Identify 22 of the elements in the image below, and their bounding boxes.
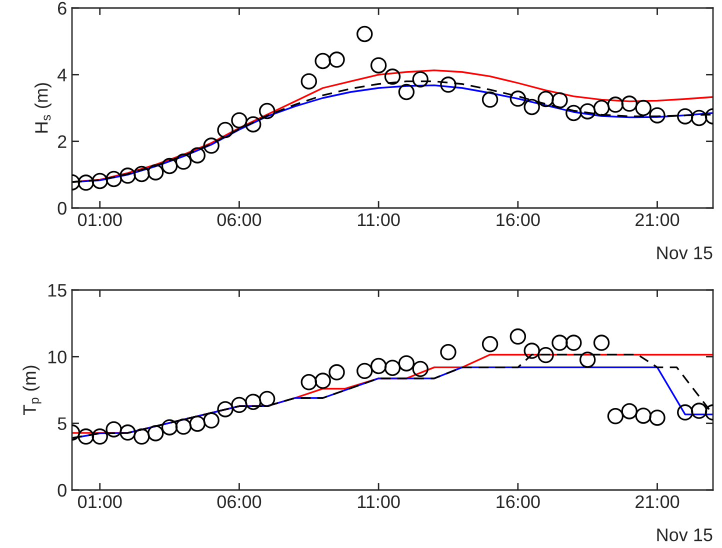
text: Nov 15	[657, 246, 712, 260]
y-tick-label: 15	[48, 284, 66, 297]
y-tick-label: 6	[58, 2, 66, 15]
y-tick-label: 0	[58, 202, 66, 215]
y-axis-title: H$_{s}$ (m)	[34, 83, 52, 133]
x-tick-label: 01:00	[78, 213, 122, 226]
y-axis-title: T$_{p}$ (m)	[22, 366, 42, 416]
y-tick-label: 5	[58, 417, 66, 430]
y-tick-label: 10	[48, 350, 66, 364]
x-tick-label: 01:00	[78, 495, 122, 508]
y-tick-label: 2	[58, 135, 66, 148]
x-tick-label: 16:00	[496, 213, 540, 226]
x-tick-label: 11:00	[358, 213, 400, 226]
y-tick-label: 4	[58, 68, 67, 82]
y-tick-label: 0	[58, 484, 66, 497]
x-tick-label: 21:00	[636, 495, 680, 508]
x-tick-label: 16:00	[496, 495, 540, 508]
text: Nov 15	[657, 528, 712, 542]
x-tick-label: 06:00	[217, 495, 262, 508]
x-tick-label: 21:00	[636, 213, 680, 226]
x-tick-label: 06:00	[217, 213, 262, 226]
x-tick-label: 11:00	[358, 495, 400, 508]
